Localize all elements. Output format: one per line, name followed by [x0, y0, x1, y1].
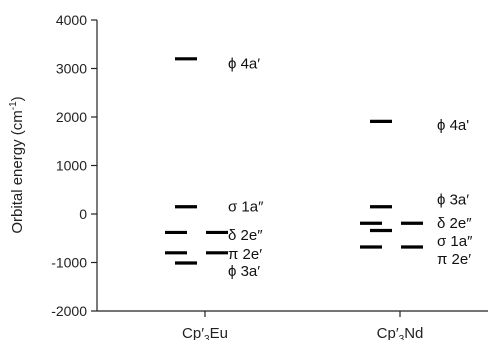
orbital-label: δ 2e″	[437, 215, 472, 232]
y-tick-label: 1000	[56, 158, 87, 174]
orbital-label: ϕ 3a′	[437, 191, 469, 208]
orbital-label: δ 2e″	[228, 227, 263, 244]
orbital-label: ϕ 3a′	[228, 263, 260, 280]
y-tick-label: 4000	[56, 12, 87, 28]
x-category-label: Cp′3Eu	[182, 325, 228, 340]
orbital-label: ϕ 4a'	[437, 117, 469, 134]
y-ticks: 4000 3000 2000 1000 0 -1000 -2000	[51, 12, 401, 319]
orbital-labels: ϕ 4a′σ 1a″δ 2e″π 2e′ϕ 3a′ϕ 4a'ϕ 3a′δ 2e″…	[228, 56, 473, 281]
x-category-labels: Cp′3Eu Cp′3Nd	[182, 325, 423, 340]
orbital-levels	[165, 57, 423, 265]
y-tick-label: -1000	[51, 255, 87, 271]
orbital-label: π 2e′	[228, 246, 262, 263]
orbital-label: π 2e′	[437, 251, 471, 268]
y-tick-label: 0	[79, 206, 87, 222]
x-category-label: Cp′3Nd	[377, 325, 424, 340]
y-axis-label: Orbital energy (cm-1)	[8, 96, 26, 233]
y-tick-label: 2000	[56, 109, 87, 125]
y-tick-label: 3000	[56, 61, 87, 77]
axes	[96, 20, 488, 312]
orbital-label: ϕ 4a′	[228, 56, 260, 73]
y-tick-label: -2000	[51, 303, 87, 319]
orbital-label: σ 1a″	[437, 233, 473, 250]
orbital-label: σ 1a″	[228, 199, 264, 216]
